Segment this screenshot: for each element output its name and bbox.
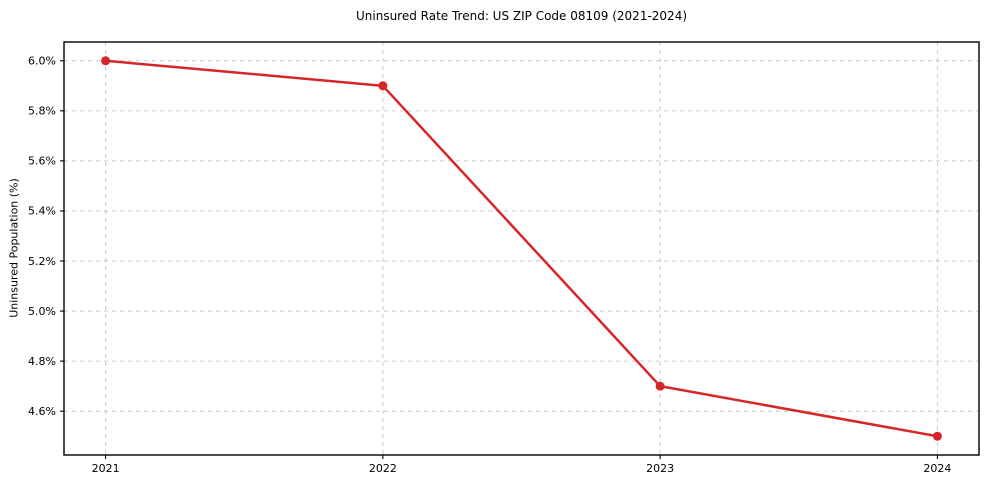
data-point [378,81,388,91]
y-tick-label: 6.0% [28,55,56,68]
data-point [101,56,111,66]
y-tick-label: 5.2% [28,255,56,268]
y-tick-label: 5.6% [28,155,56,168]
x-tick-label: 2021 [92,462,120,475]
y-tick-label: 4.6% [28,405,56,418]
data-point [932,431,942,441]
y-tick-label: 4.8% [28,355,56,368]
data-line [104,59,939,438]
x-tick-label: 2024 [923,462,951,475]
chart-title: Uninsured Rate Trend: US ZIP Code 08109 … [355,9,688,23]
x-tick-label: 2023 [646,462,674,475]
x-tick-label: 2022 [369,462,397,475]
y-tick-label: 5.4% [28,205,56,218]
y-tick-label: 5.0% [28,305,56,318]
data-point [655,381,665,391]
plot-frame [63,41,980,456]
y-tick-label: 5.8% [28,105,56,118]
